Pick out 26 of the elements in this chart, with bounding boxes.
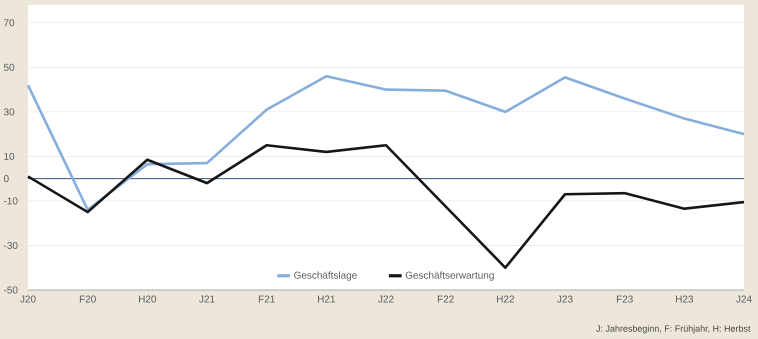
y-tick-label: 70 [4,19,14,26]
y-tick-label: 50 [4,64,14,71]
x-tick-label: J21 [199,296,215,303]
x-tick-label: F23 [616,296,633,303]
line-series [26,144,746,270]
y-tick-label: 30 [4,108,14,116]
y-tick-label: 0 [4,175,9,182]
y-tick-label: -30 [4,242,18,249]
x-tick-label: J22 [378,296,394,303]
x-tick-label: F20 [80,296,96,303]
x-tick-label: H21 [318,296,335,302]
x-tick-label: F22 [438,296,454,302]
text: J: Jahresbeginn, F: Frühjahr, H: Herbst [596,325,750,334]
x-tick-label: J24 [736,296,752,303]
line-series [26,74,746,212]
legend-label: Geschäftserwartung [406,271,494,281]
x-tick-label: F21 [258,296,275,302]
x-tick-label: J23 [557,296,573,303]
x-tick-label: H22 [497,296,514,302]
x-tick-label: J20 [20,296,36,303]
x-tick-label: H23 [676,296,694,303]
y-tick-label: 10 [4,152,14,160]
legend-label: Geschäftslage [294,271,357,281]
y-tick-label: -50 [4,286,18,294]
x-tick-label: H20 [139,296,156,303]
y-tick-label: -10 [4,197,18,204]
